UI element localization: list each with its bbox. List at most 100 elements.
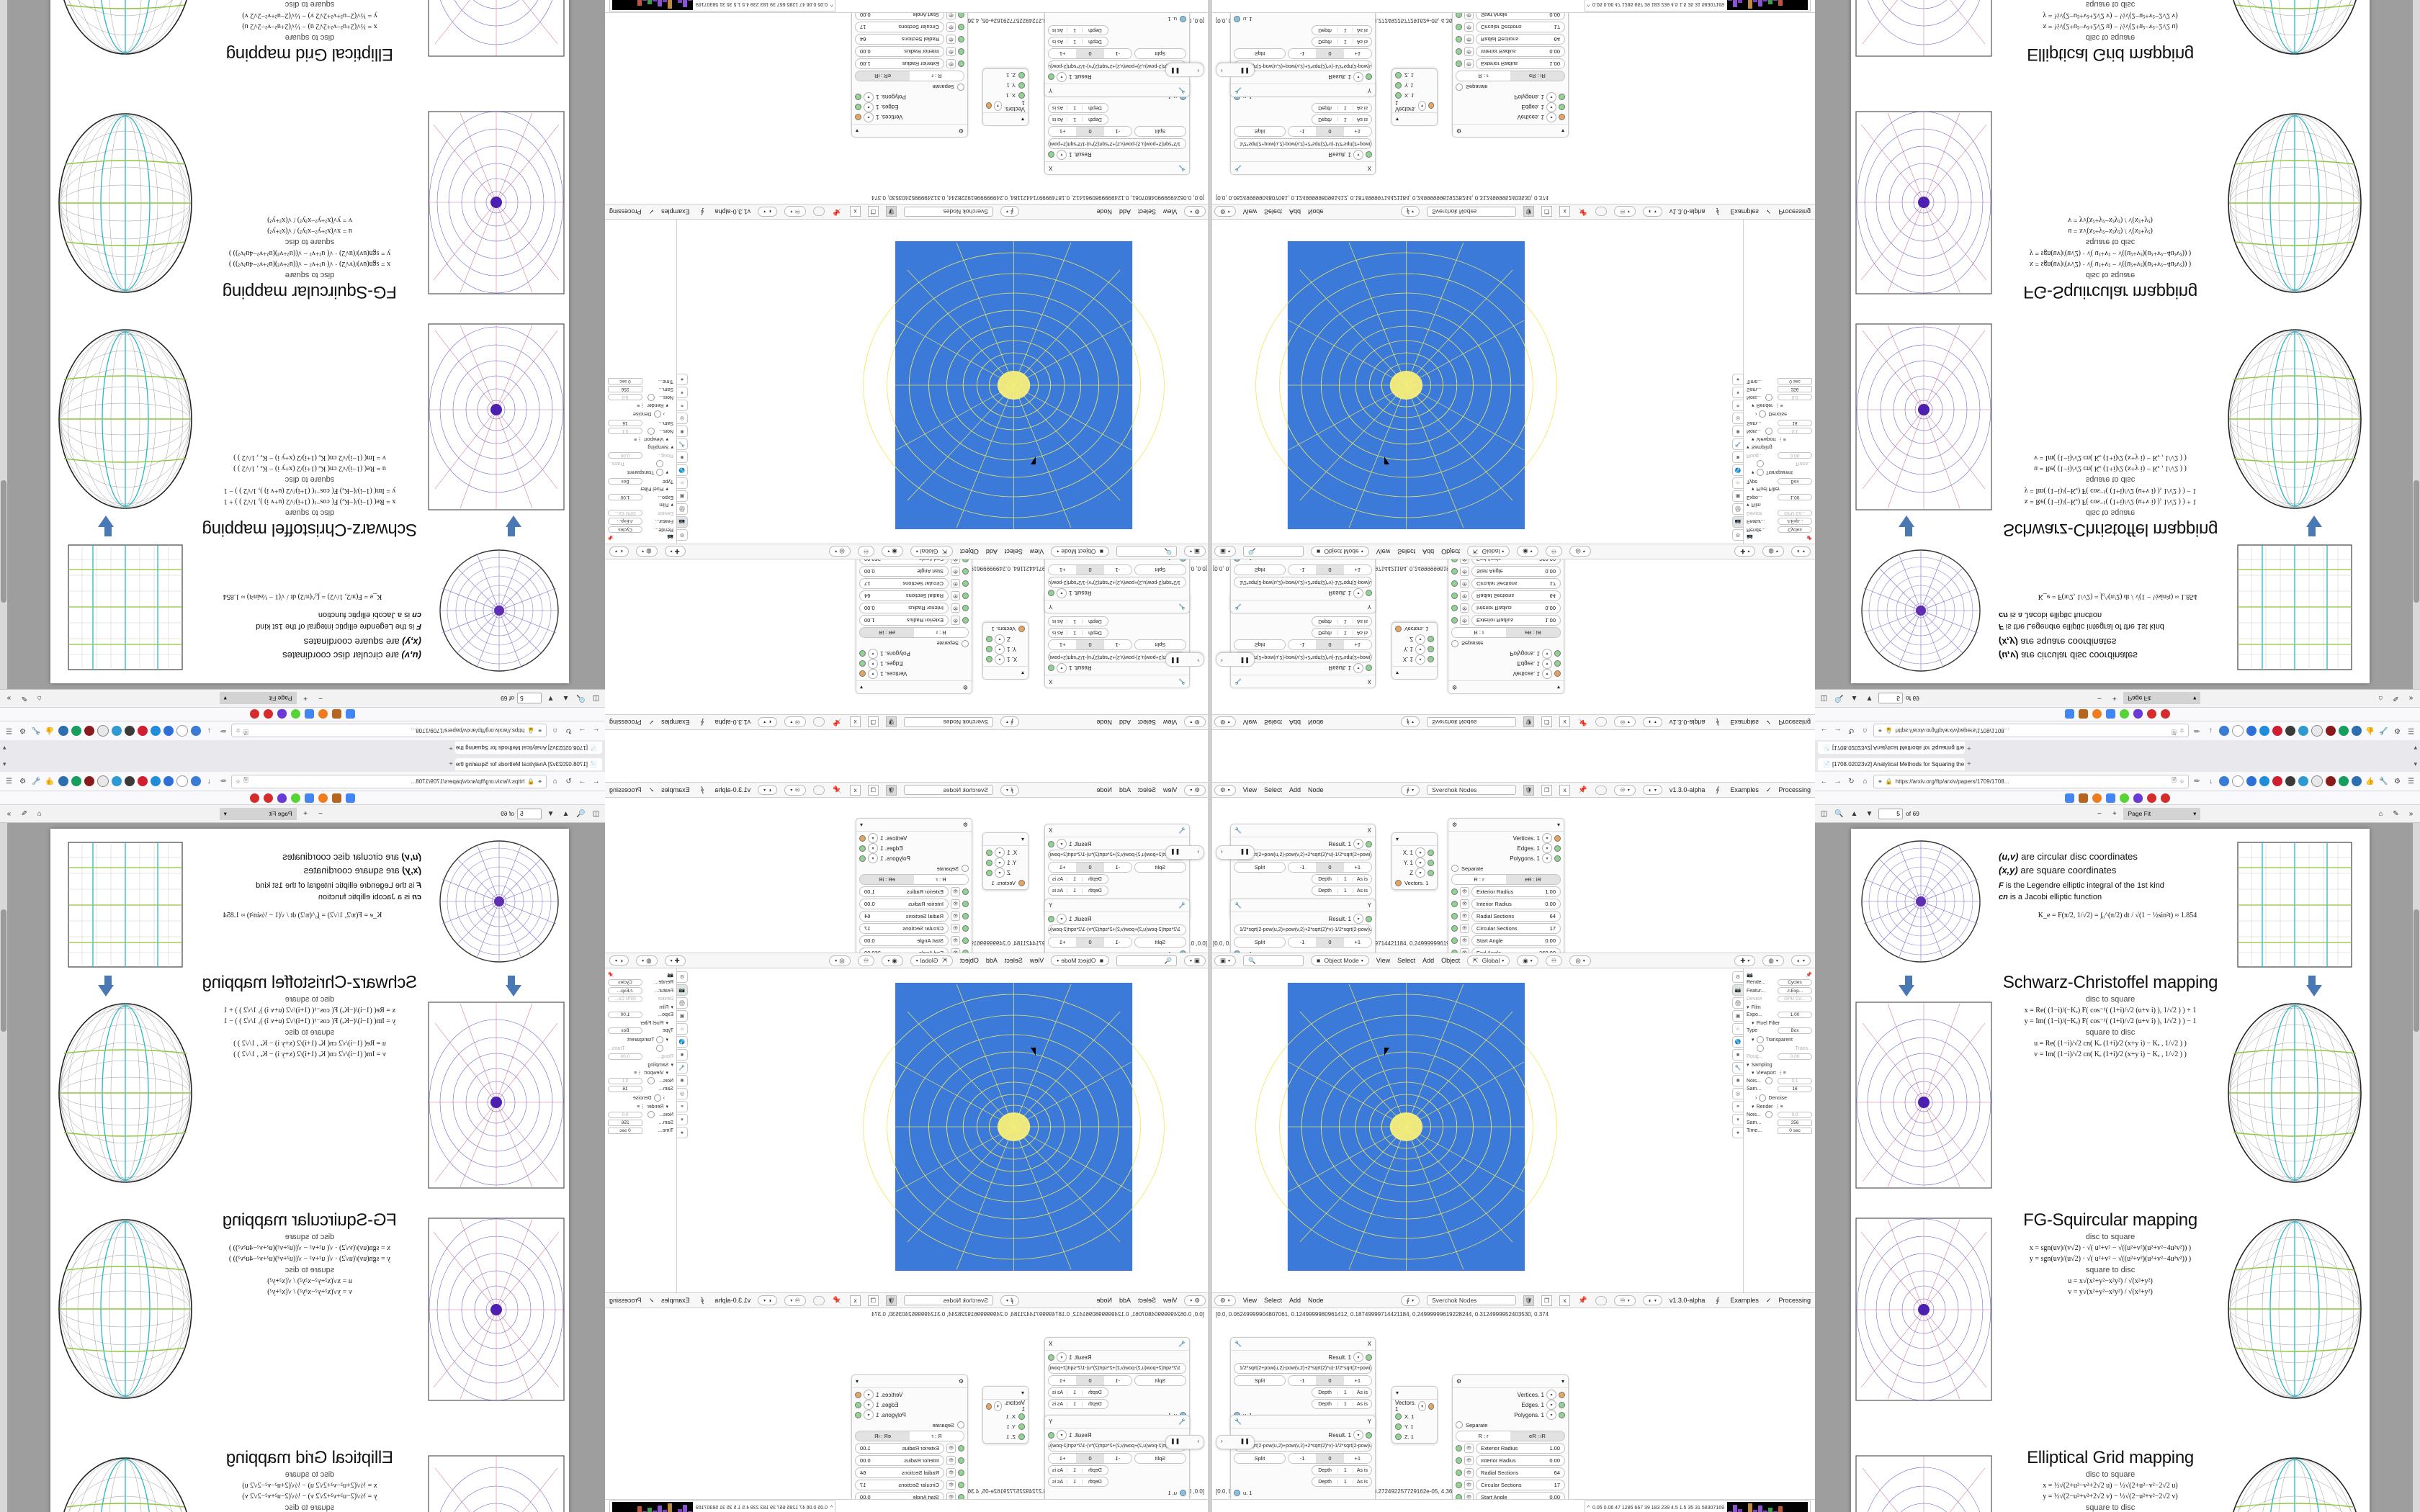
dim-plus1[interactable]: +1 bbox=[1343, 565, 1371, 575]
node-input-x[interactable]: X. 1 bbox=[1395, 91, 1434, 100]
forward-arrow-icon[interactable]: → bbox=[1834, 777, 1842, 786]
node-header[interactable]: ▾ bbox=[1392, 112, 1437, 125]
param-value[interactable]: 17 bbox=[860, 24, 866, 30]
node-output-result[interactable]: Result. 1 ▾ bbox=[1048, 588, 1186, 598]
eye-icon[interactable]: 👁 bbox=[951, 887, 960, 896]
chevron-down-icon[interactable]: ▾ bbox=[1057, 914, 1067, 924]
device-value[interactable]: GPU Co... bbox=[1778, 996, 1812, 1002]
home-icon[interactable]: ⌂ bbox=[552, 726, 557, 735]
viewer-node[interactable]: › ❚❚ bbox=[1216, 652, 1255, 667]
shield-icon[interactable]: ⚭ bbox=[1878, 778, 1883, 785]
depth-row-2[interactable]: Depth 1 As is bbox=[1048, 1399, 1108, 1409]
device-row[interactable]: Device GPU Co... bbox=[1747, 996, 1812, 1002]
param-radial-sections[interactable]: 👁 Radial Sections 64 bbox=[855, 34, 964, 45]
dimension-tabs[interactable]: -1 0 +1 bbox=[1048, 48, 1132, 59]
param-value[interactable]: 0.00 bbox=[864, 901, 875, 907]
output-socket[interactable] bbox=[1428, 646, 1434, 653]
circle-node-lower[interactable]: ⚙ ▾ Vertices. 1 ▾ Edges. 1 ▾ Polygons. 1 ▾ S… bbox=[1452, 1374, 1569, 1499]
properties-tab-output[interactable]: 🖨 bbox=[676, 503, 688, 515]
chevron-right-icon[interactable]: › bbox=[1221, 848, 1223, 855]
zoom-select[interactable]: Page Fit ▾ bbox=[2123, 807, 2201, 820]
output-socket[interactable] bbox=[1366, 840, 1372, 847]
node-input-u[interactable]: u. 1 bbox=[1048, 1488, 1186, 1497]
eye-icon[interactable]: 👁 bbox=[946, 1444, 956, 1453]
menu-add[interactable]: Add bbox=[1422, 957, 1435, 964]
processing-label[interactable]: Processing bbox=[1778, 786, 1811, 793]
dim-plus1[interactable]: +1 bbox=[1343, 863, 1371, 872]
properties-tab-output[interactable]: 🖨 bbox=[676, 997, 688, 1009]
node-header[interactable]: ▾ bbox=[1392, 1387, 1437, 1400]
google-bookmark-icon[interactable] bbox=[346, 709, 355, 719]
node-header[interactable]: 🔧 Y bbox=[1045, 899, 1189, 912]
param-value[interactable]: 0.00 bbox=[1549, 1457, 1560, 1464]
snap-toggle[interactable] bbox=[1595, 207, 1608, 217]
chevron-down-icon[interactable]: ▾ bbox=[864, 92, 874, 102]
shield-green-icon[interactable] bbox=[71, 776, 81, 786]
proportional-edit-icon[interactable]: ◎ ▾ bbox=[1569, 955, 1591, 966]
input-socket[interactable] bbox=[1451, 605, 1458, 611]
examples-menu[interactable]: Examples bbox=[661, 786, 690, 793]
chevron-down-icon[interactable]: ▾ bbox=[1353, 663, 1363, 673]
node-header[interactable]: ▾ bbox=[1392, 666, 1437, 679]
viewport-editor-type-icon[interactable]: ▣ ▾ bbox=[1183, 955, 1206, 966]
transparent-checkbox[interactable] bbox=[656, 469, 664, 476]
chevron-down-icon[interactable]: ▾ bbox=[1021, 1390, 1024, 1396]
copy-icon[interactable]: ❐ bbox=[1541, 716, 1553, 728]
chevron-down-icon[interactable]: ▼ bbox=[547, 694, 555, 703]
flower-red-bookmark-icon[interactable] bbox=[264, 793, 273, 803]
depth-mode[interactable]: As is bbox=[1356, 105, 1368, 111]
dim-minus1[interactable]: -1 bbox=[1289, 565, 1317, 575]
pixel-filter-section[interactable]: ▾ Pixel Filter bbox=[640, 486, 668, 492]
url-text[interactable]: https://arxiv.org/ftp/arxiv/papers/1709/… bbox=[1895, 727, 2009, 734]
processing-label[interactable]: Processing bbox=[609, 719, 642, 726]
input-socket[interactable] bbox=[1018, 626, 1025, 633]
samples-value[interactable]: 256 bbox=[608, 386, 642, 392]
gear-icon[interactable]: ⚙ bbox=[1452, 684, 1458, 690]
tab-list-chevron-icon[interactable]: ▾ bbox=[2414, 744, 2417, 752]
chevron-up-icon[interactable]: ▲ bbox=[1850, 694, 1858, 703]
eye-icon[interactable]: 👁 bbox=[1464, 13, 1474, 19]
node-input-vectors[interactable]: Vectors. 1 bbox=[986, 625, 1025, 634]
depth-row-1[interactable]: Depth 1 As is bbox=[1048, 628, 1108, 638]
depth-value[interactable]: 1 bbox=[1337, 39, 1353, 45]
node-input-v[interactable]: v. 1 bbox=[1048, 13, 1186, 14]
new-tab-button[interactable]: + bbox=[449, 744, 453, 752]
split-button[interactable]: Split bbox=[1134, 639, 1186, 650]
depth-value[interactable]: 1 bbox=[1338, 1479, 1353, 1485]
viewport-3d[interactable]: ⚙ 📷 🖨 ▣ ☼ 🌎 ■ 🔧 ✺ ◎ ⚭ ▾ ● bbox=[1210, 220, 1815, 544]
info-icon[interactable] bbox=[2232, 775, 2244, 787]
chevron-down-icon[interactable]: ▾ bbox=[995, 634, 1005, 644]
browser-tab-active[interactable]: 📄 [1708.02023v2] Analytical Methods for … bbox=[455, 757, 602, 770]
param-value[interactable]: 1.00 bbox=[864, 888, 875, 895]
noise-value[interactable]: 0.0 bbox=[1778, 394, 1812, 401]
chevron-down-icon[interactable]: ▾ bbox=[1353, 150, 1363, 160]
separate-toggle[interactable]: Separate bbox=[859, 864, 969, 873]
reload-icon[interactable]: ↻ bbox=[1848, 726, 1855, 735]
viewer-node-lower[interactable]: › ❚❚ bbox=[1165, 63, 1204, 77]
dimension-tabs[interactable]: -1 0 +1 bbox=[1048, 564, 1132, 575]
node-header[interactable]: 🔧 X bbox=[1231, 1338, 1375, 1351]
reload-icon[interactable]: ↻ bbox=[565, 777, 572, 786]
zoom-select[interactable]: Page Fit ▾ bbox=[219, 807, 297, 820]
menu-node[interactable]: Node bbox=[1308, 208, 1324, 215]
output-socket[interactable] bbox=[1554, 660, 1561, 667]
ublock-icon[interactable] bbox=[84, 776, 94, 786]
roughness-value[interactable]: 0.00 bbox=[1778, 1053, 1812, 1060]
input-socket[interactable] bbox=[1451, 568, 1458, 575]
eye-icon[interactable]: 👁 bbox=[1464, 22, 1474, 32]
find-icon[interactable]: 🔍 bbox=[576, 809, 586, 818]
viewport-canvas[interactable] bbox=[605, 968, 1210, 1292]
node-editor-canvas-lower[interactable]: [0.0, 0.06249999904807061, 0.12499999809… bbox=[1210, 1308, 1815, 1499]
url-bar[interactable]: ⚭ 🔒 https://arxiv.org/ftp/arxiv/papers/1… bbox=[1873, 774, 2189, 788]
properties-tab-modifier[interactable]: 🔧 bbox=[1732, 438, 1744, 450]
xray-icon[interactable]: ◐ ▾ bbox=[1791, 546, 1811, 557]
properties-tab-column[interactable]: ⚙ 📷 🖨 ▣ ☼ 🌎 ■ 🔧 ✺ ◎ ⚭ ▾ ● bbox=[1732, 971, 1744, 1138]
filter-type-value[interactable]: Box bbox=[1778, 1027, 1812, 1034]
properties-tab-physics[interactable]: ◎ bbox=[1732, 1088, 1744, 1099]
wrench-icon[interactable]: 🔧 bbox=[2379, 777, 2388, 786]
input-socket[interactable] bbox=[1451, 559, 1458, 562]
device-value[interactable]: GPU Co... bbox=[608, 510, 642, 516]
node-header[interactable]: ⚙ ▾ bbox=[852, 1375, 967, 1388]
render-time-row[interactable]: Time... 0 sec bbox=[1747, 378, 1812, 384]
node-output-edges[interactable]: Edges. 1 ▾ bbox=[859, 843, 969, 853]
